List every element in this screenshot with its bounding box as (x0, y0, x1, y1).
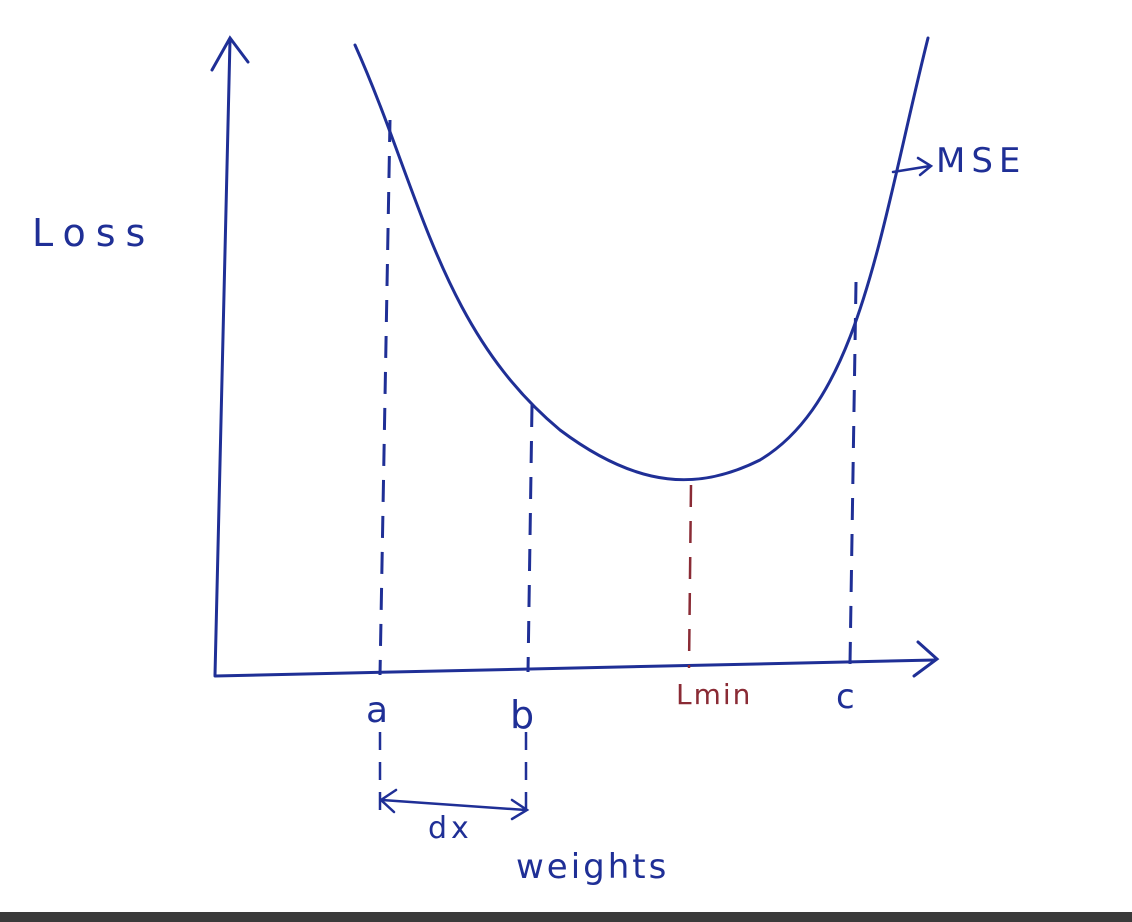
point-label-b: b (510, 693, 534, 737)
x-axis-arrowhead (912, 640, 940, 678)
interval-label-dx: dx (428, 811, 473, 846)
dashed-line-c (848, 281, 858, 665)
x-axis-label: weights (516, 847, 669, 887)
y-axis-label: Loss (32, 211, 155, 255)
x-axis (213, 640, 940, 678)
dashed-line-b (526, 404, 534, 673)
curve-label-mse: MSE (936, 141, 1026, 181)
y-axis-arrowhead (210, 35, 250, 72)
mse-curve (353, 36, 930, 482)
mse-pointer-arrow (891, 156, 934, 177)
dx-arrow (378, 788, 530, 821)
point-label-c: c (836, 677, 855, 717)
point-label-min: Lmin (676, 678, 752, 711)
bottom-border-bar (0, 912, 1132, 922)
dashed-line-a (378, 119, 392, 676)
dashed-line-min (687, 484, 693, 669)
y-axis (210, 35, 250, 677)
point-label-a: a (366, 690, 388, 731)
